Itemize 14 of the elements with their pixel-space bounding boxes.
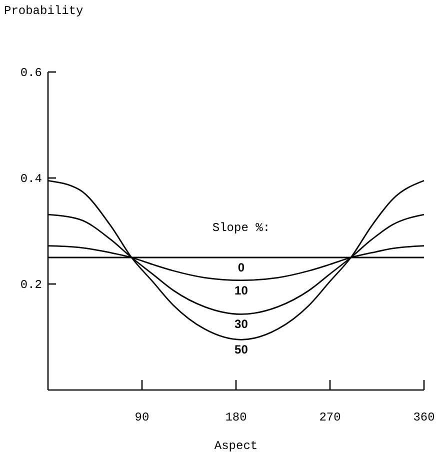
y-tick-label: 0.6 bbox=[20, 66, 42, 80]
x-tick-label: 180 bbox=[225, 410, 247, 425]
x-axis-title: Aspect bbox=[214, 439, 258, 453]
y-axis-title: Probability bbox=[4, 4, 84, 18]
x-tick-label: 360 bbox=[413, 410, 435, 425]
legend-title: Slope %: bbox=[212, 221, 270, 235]
series-label: 50 bbox=[234, 342, 248, 357]
y-tick-label: 0.4 bbox=[20, 172, 42, 186]
y-tick-label: 0.2 bbox=[20, 278, 42, 292]
series-label: 0 bbox=[238, 260, 245, 274]
series-label: 30 bbox=[234, 317, 248, 332]
x-tick-label: 270 bbox=[319, 410, 341, 425]
series-label: 10 bbox=[234, 283, 248, 298]
x-tick-label: 90 bbox=[134, 410, 150, 425]
